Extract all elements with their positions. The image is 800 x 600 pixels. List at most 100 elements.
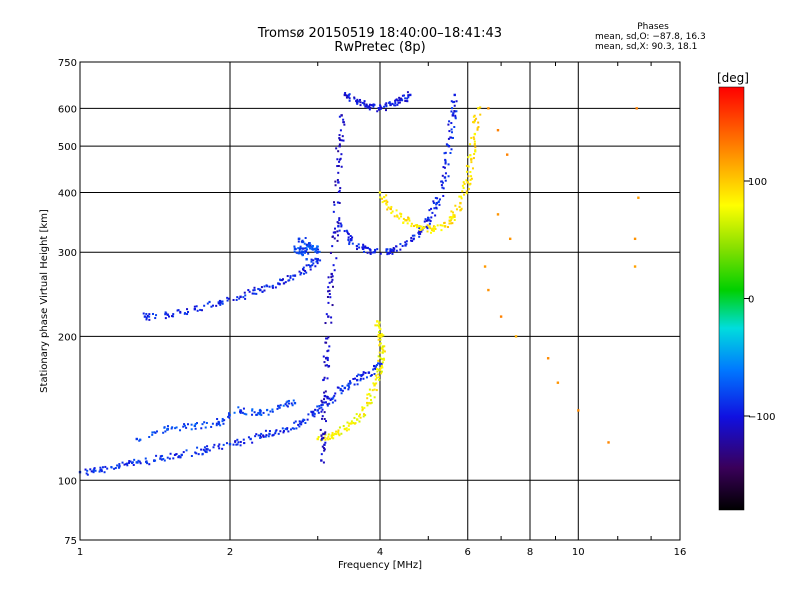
data-point bbox=[361, 406, 364, 409]
data-point bbox=[85, 472, 88, 475]
data-point bbox=[335, 147, 338, 150]
data-point bbox=[292, 274, 295, 277]
data-point bbox=[407, 216, 410, 219]
data-point bbox=[454, 204, 457, 207]
data-point bbox=[467, 156, 470, 159]
data-point bbox=[338, 217, 341, 220]
data-point bbox=[429, 220, 432, 223]
data-point bbox=[449, 136, 452, 139]
data-point bbox=[477, 121, 480, 124]
data-point bbox=[323, 401, 326, 404]
data-point bbox=[321, 417, 324, 420]
data-point bbox=[257, 434, 260, 437]
data-point bbox=[324, 431, 327, 434]
data-point bbox=[298, 420, 301, 423]
data-point bbox=[462, 187, 465, 190]
data-point bbox=[309, 264, 312, 267]
data-point bbox=[322, 436, 325, 439]
data-point bbox=[213, 443, 216, 446]
data-point bbox=[378, 321, 381, 324]
data-point bbox=[293, 421, 296, 424]
data-point bbox=[323, 361, 326, 364]
chart-title-line2: RwPretec (8p) bbox=[334, 40, 426, 55]
data-point bbox=[396, 99, 399, 102]
data-point bbox=[337, 165, 340, 168]
data-point bbox=[217, 301, 220, 304]
data-point bbox=[496, 213, 500, 216]
data-point bbox=[350, 420, 353, 423]
data-point bbox=[359, 416, 362, 419]
data-point bbox=[378, 335, 382, 338]
data-point bbox=[206, 445, 209, 448]
data-point bbox=[221, 447, 224, 450]
data-point bbox=[465, 170, 468, 173]
data-point bbox=[173, 453, 176, 456]
y-tick-label: 200 bbox=[58, 332, 77, 343]
data-point bbox=[408, 219, 411, 222]
data-point bbox=[355, 100, 359, 103]
data-point bbox=[393, 104, 396, 107]
data-point bbox=[333, 203, 336, 206]
x-tick-label: 2 bbox=[227, 547, 233, 558]
data-point bbox=[206, 448, 209, 451]
data-point bbox=[331, 235, 334, 238]
data-point bbox=[297, 240, 300, 243]
data-point bbox=[340, 392, 343, 395]
data-point bbox=[288, 279, 291, 282]
data-point bbox=[372, 103, 375, 106]
data-point bbox=[377, 355, 380, 358]
data-point bbox=[133, 458, 136, 461]
data-point bbox=[473, 121, 476, 124]
data-point bbox=[334, 180, 337, 183]
data-point bbox=[316, 245, 319, 248]
data-point bbox=[330, 316, 333, 319]
data-point bbox=[347, 424, 350, 427]
data-point bbox=[577, 409, 580, 412]
data-point bbox=[469, 143, 472, 146]
data-point bbox=[358, 413, 361, 416]
data-point bbox=[262, 411, 265, 414]
data-point bbox=[483, 265, 487, 268]
data-point bbox=[338, 143, 341, 146]
data-point bbox=[366, 397, 369, 400]
data-point bbox=[339, 222, 342, 225]
data-point bbox=[423, 220, 426, 223]
data-point bbox=[430, 207, 433, 210]
trace-f2-o-trace bbox=[337, 93, 458, 256]
data-point bbox=[337, 432, 340, 435]
data-point bbox=[341, 135, 344, 138]
data-point bbox=[379, 196, 382, 199]
data-point bbox=[434, 196, 437, 199]
data-point bbox=[305, 271, 308, 274]
data-point bbox=[444, 158, 447, 161]
data-point bbox=[154, 317, 157, 320]
data-point bbox=[218, 443, 221, 446]
data-point bbox=[324, 438, 327, 441]
data-point bbox=[322, 379, 325, 382]
data-point bbox=[375, 367, 378, 370]
trace-es-x-trace bbox=[316, 320, 386, 442]
data-point bbox=[409, 93, 412, 97]
data-point bbox=[253, 292, 256, 295]
data-point bbox=[313, 412, 316, 415]
data-point bbox=[432, 202, 435, 205]
data-point bbox=[335, 257, 338, 260]
data-point bbox=[292, 278, 295, 281]
data-point bbox=[346, 230, 349, 233]
data-point bbox=[333, 231, 337, 234]
data-point bbox=[226, 296, 229, 299]
data-point bbox=[236, 296, 239, 299]
data-point bbox=[359, 104, 362, 107]
data-point bbox=[356, 101, 359, 104]
data-point bbox=[137, 459, 140, 462]
data-point bbox=[410, 236, 413, 239]
data-point bbox=[278, 283, 281, 286]
data-point bbox=[375, 376, 378, 379]
data-point bbox=[395, 249, 398, 252]
data-point bbox=[321, 401, 324, 404]
data-point bbox=[377, 362, 380, 365]
data-point bbox=[345, 94, 348, 97]
data-point bbox=[208, 300, 211, 303]
data-point bbox=[479, 113, 482, 116]
data-point bbox=[240, 410, 243, 413]
